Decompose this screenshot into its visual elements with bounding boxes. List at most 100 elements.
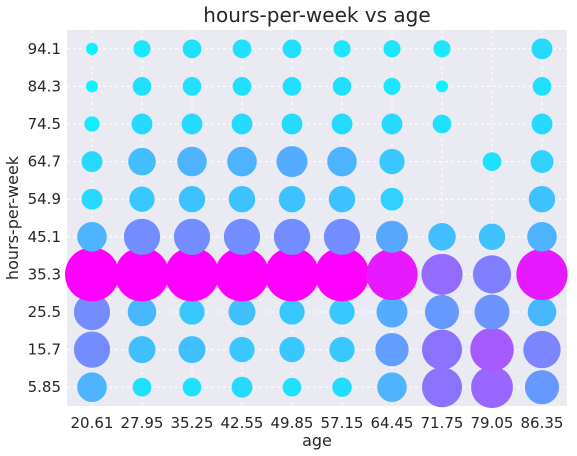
bubble (523, 330, 561, 369)
bubble (133, 40, 151, 58)
bubble (231, 113, 253, 135)
bubble (366, 248, 418, 301)
bubble (482, 152, 502, 171)
bubble (428, 223, 456, 251)
chart-title: hours-per-week vs age (203, 3, 430, 27)
bubble (215, 247, 269, 302)
bubble (279, 336, 305, 363)
bubble (474, 294, 510, 330)
y-tick-label: 74.5 (28, 115, 61, 133)
x-tick-labels: 20.61 27.95 35.25 42.55 49.85 57.15 64.45 71.75… (71, 414, 564, 432)
bubble (181, 113, 203, 135)
bubble (328, 185, 356, 213)
bubble (527, 222, 557, 252)
bubble (282, 377, 302, 397)
bubble (421, 329, 463, 370)
bubble (282, 39, 302, 59)
bubble (376, 296, 408, 328)
bubble (85, 80, 99, 93)
bubble (123, 218, 161, 255)
bubble (129, 186, 155, 212)
y-tick-label: 15.7 (28, 341, 61, 359)
bubble (383, 77, 401, 95)
bubble (530, 150, 554, 174)
x-tick-label: 86.35 (521, 414, 564, 432)
bubble (329, 336, 355, 363)
bubble (182, 377, 202, 397)
x-tick-label: 64.45 (371, 414, 414, 432)
bubble (77, 222, 107, 252)
bubble (470, 327, 514, 372)
bubble (65, 247, 119, 302)
bubble (227, 146, 257, 177)
bubble (177, 146, 207, 177)
x-tick-label: 35.25 (171, 414, 214, 432)
bubble (333, 40, 351, 58)
y-tick-label: 45.1 (28, 228, 61, 246)
bubble (223, 218, 261, 255)
bubbles (65, 38, 568, 409)
bubble (471, 366, 513, 409)
bubble (424, 294, 460, 330)
y-tick-label: 94.1 (28, 40, 61, 58)
bubble (232, 39, 252, 59)
bubble (516, 248, 568, 301)
bubble (331, 113, 353, 135)
bubble (383, 40, 401, 58)
bubble (182, 39, 202, 59)
bubble (231, 376, 253, 398)
y-tick-label: 64.7 (28, 153, 61, 171)
bubble (178, 185, 206, 213)
bubble (528, 185, 556, 213)
y-tick-labels: 5.85 15.7 25.5 35.3 45.1 54.9 64.7 74.5 84.3 94.1 (28, 40, 61, 396)
bubble (81, 188, 103, 210)
bubble (279, 299, 305, 325)
bubble (179, 299, 205, 325)
bubble (127, 297, 157, 327)
bubble (182, 77, 202, 96)
bubble (77, 372, 107, 402)
bubble (381, 113, 403, 135)
bubble (327, 146, 357, 177)
bubble (85, 42, 99, 55)
y-tick-label: 54.9 (28, 190, 61, 208)
x-tick-label: 79.05 (471, 414, 514, 432)
y-tick-label: 25.5 (28, 303, 61, 321)
x-axis-label: age (302, 431, 332, 450)
x-tick-label: 57.15 (321, 414, 364, 432)
y-tick-label: 35.3 (28, 265, 61, 283)
bubble (532, 77, 552, 96)
bubble (531, 38, 553, 60)
bubble (165, 247, 219, 302)
bubble (132, 77, 152, 96)
bubble (524, 370, 560, 405)
bubble (132, 377, 152, 397)
bubble (128, 147, 156, 176)
bubble (380, 187, 404, 211)
bubble (323, 218, 361, 255)
bubble (131, 113, 153, 135)
bubble (278, 185, 306, 213)
bubble (421, 367, 463, 408)
bubble (73, 331, 111, 368)
bubble (329, 299, 355, 325)
bubble (178, 336, 206, 364)
bubble (377, 372, 407, 402)
bubble (273, 218, 311, 255)
bubble (265, 247, 319, 302)
bubble (421, 253, 463, 295)
bubble (229, 336, 255, 363)
bubble (527, 297, 557, 327)
bubble (73, 293, 111, 331)
bubble (115, 247, 169, 302)
bubble (173, 218, 211, 255)
x-tick-label: 49.85 (271, 414, 314, 432)
bubble (228, 298, 256, 326)
bubble (379, 148, 405, 175)
bubble (282, 77, 302, 96)
x-tick-label: 42.55 (221, 414, 264, 432)
bubble (315, 247, 369, 302)
bubble (376, 220, 408, 253)
bubble (435, 80, 449, 93)
